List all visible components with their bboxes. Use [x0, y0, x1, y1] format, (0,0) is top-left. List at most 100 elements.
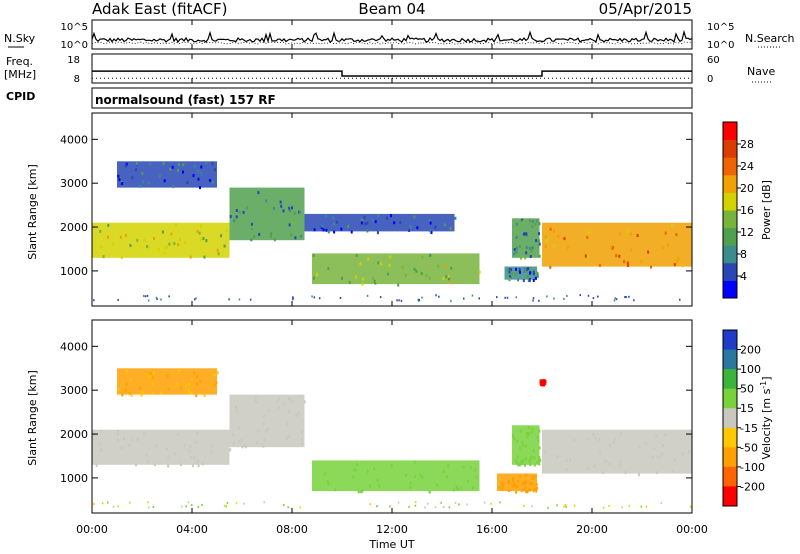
velocity-panel-echo-cell	[521, 441, 524, 445]
power-panel-noise-cell	[553, 297, 555, 300]
date-title: 05/Apr/2015	[599, 0, 692, 18]
power-panel-echo-cell	[389, 255, 392, 259]
velocity-panel-echo-cell	[303, 400, 306, 404]
power-panel-echo-cell	[147, 245, 150, 249]
velocity-panel-echo-cell	[244, 445, 247, 449]
power-panel-echo-cell	[136, 238, 139, 242]
velocity-panel-echo-cell	[286, 436, 288, 440]
power-panel-echo-cell	[112, 242, 115, 246]
velocity-panel-echo-region	[497, 473, 537, 491]
velocity-panel-echo-cell	[525, 457, 528, 461]
power-panel-echo-cell	[532, 278, 535, 282]
velocity-panel-echo-cell	[360, 490, 363, 494]
velocity-panel-noise-cell	[112, 506, 115, 508]
power-panel-echo-cell	[192, 174, 195, 178]
velocity-panel-noise-cell	[117, 505, 119, 508]
y-tick-label: 4000	[60, 340, 88, 353]
velocity-panel-echo-cell	[512, 476, 514, 480]
power-panel-echo-cell	[409, 225, 412, 229]
power-panel-echo-cell	[478, 270, 481, 274]
velocity-colorbar-label-exp: -1	[759, 381, 768, 389]
velocity-colorbar-tick-label: 100	[740, 363, 761, 376]
velocity-panel-echo-cell	[167, 387, 170, 391]
power-panel-noise-cell	[156, 298, 158, 300]
power-panel-echo-cell	[529, 266, 532, 270]
velocity-panel-echo-cell	[299, 395, 302, 399]
velocity-panel-echo-cell	[586, 467, 589, 471]
power-panel-echo-cell	[173, 242, 176, 246]
velocity-panel-echo-cell	[141, 390, 144, 393]
power-panel-noise-cell	[438, 295, 440, 298]
velocity-panel-echo-cell	[469, 466, 472, 470]
velocity-panel-echo-cell	[160, 391, 162, 395]
power-panel-echo-cell	[429, 221, 432, 225]
velocity-panel-echo-cell	[538, 462, 541, 466]
noise-sky-line	[91, 29, 693, 44]
power-panel-echo-cell	[546, 238, 548, 242]
velocity-panel-echo-cell	[522, 459, 524, 463]
power-panel-echo-cell	[242, 210, 245, 214]
power-panel-noise-cell	[435, 294, 437, 297]
velocity-panel-echo-cell	[188, 390, 191, 394]
power-panel-echo-cell	[360, 221, 363, 225]
velocity-panel-echo-cell	[153, 463, 156, 467]
power-panel-echo-cell	[322, 228, 325, 232]
velocity-panel-noise-cell	[602, 506, 605, 509]
power-panel-echo-region	[542, 222, 692, 267]
velocity-panel-echo-cell	[376, 478, 379, 482]
velocity-panel-echo-cell	[516, 455, 519, 459]
power-panel-echo-region	[92, 222, 230, 258]
power-panel-echo-cell	[534, 276, 537, 280]
cpid-strip-frame	[91, 87, 693, 109]
velocity-panel-echo-cell	[117, 429, 119, 433]
power-panel-echo-cell	[527, 275, 529, 278]
velocity-panel-echo-cell	[524, 463, 526, 467]
velocity-colorbar-label-close: ]	[760, 376, 773, 380]
power-panel-echo-cell	[360, 218, 363, 222]
power-panel-echo-cell	[107, 223, 110, 227]
power-panel-echo-cell	[182, 163, 185, 167]
velocity-panel-echo-cell	[608, 462, 611, 466]
x-tick-label: 04:00	[176, 523, 208, 536]
velocity-colorbar-label-main: Velocity	[760, 416, 773, 460]
velocity-panel-echo-cell	[593, 465, 596, 469]
noise-right-tick-bottom: 10^0	[707, 40, 734, 51]
velocity-panel-echo-cell	[573, 439, 576, 442]
freq-strip: Freq. [MHz] 18 8 60 0 Nave	[4, 53, 775, 85]
power-panel-echo-cell	[312, 253, 315, 257]
power-panel-echo-cell	[250, 222, 253, 226]
power-colorbar-swatch	[723, 192, 737, 211]
velocity-panel-echo-cell	[457, 487, 460, 491]
power-panel-noise-cell	[160, 298, 162, 301]
velocity-panel-echo-cell	[543, 382, 546, 386]
power-panel-noise-cell	[396, 299, 398, 302]
power-panel-noise-cell	[117, 298, 119, 301]
velocity-panel-noise-cell	[185, 505, 187, 508]
velocity-panel-echo-cell	[288, 435, 290, 439]
power-panel-echo-cell	[671, 223, 673, 227]
power-panel-echo-cell	[200, 171, 203, 175]
velocity-panel-noise-cell	[152, 506, 155, 508]
power-panel-noise-cell	[450, 299, 452, 302]
power-panel-echo-cell	[587, 255, 590, 259]
power-panel-echo-cell	[348, 281, 351, 284]
power-panel-echo-cell	[265, 199, 268, 203]
velocity-panel-echo-cell	[475, 475, 478, 479]
velocity-panel-echo-cell	[129, 377, 132, 381]
power-panel-noise-cell	[546, 295, 548, 298]
velocity-panel-echo-cell	[618, 463, 621, 467]
power-panel-echo-cell	[99, 229, 102, 233]
velocity-panel-echo-cell	[236, 409, 238, 413]
velocity-panel-echo-cell	[149, 371, 152, 375]
velocity-panel-echo-cell	[139, 386, 142, 390]
power-colorbar-swatch	[723, 262, 737, 281]
power-panel-echo-cell	[153, 237, 155, 240]
power-panel-echo-cell	[102, 255, 105, 259]
power-panel-noise-cell	[532, 299, 534, 302]
power-panel-noise-cell	[400, 299, 403, 302]
power-panel-echo-cell	[522, 220, 525, 223]
velocity-panel-echo-cell	[512, 434, 515, 438]
power-panel-noise-cell	[496, 296, 498, 299]
power-panel-echo-cell	[269, 233, 272, 237]
